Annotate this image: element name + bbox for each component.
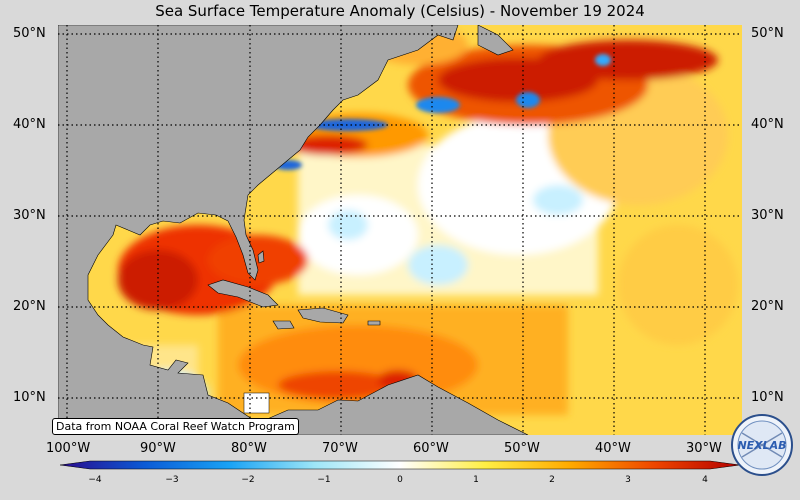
- lon-label-50w: 50°W: [504, 441, 540, 456]
- colorbar-tick-0: 0: [397, 475, 403, 484]
- lon-label-70w: 70°W: [322, 441, 358, 456]
- lon-label-80w: 80°W: [231, 441, 267, 456]
- lon-label-60w: 60°W: [413, 441, 449, 456]
- colorbar-tick-neg3: −3: [165, 475, 178, 484]
- colorbar-tick-neg4: −4: [88, 475, 102, 484]
- colorbar-tick-3: 3: [625, 475, 631, 484]
- lat-label-40n: 40°N: [13, 117, 46, 132]
- lat-label-right-30n: 30°N: [751, 208, 784, 223]
- logo-text: NEXLAB: [737, 439, 786, 452]
- lon-label-30w: 30°W: [686, 441, 722, 456]
- colorbar-tick-2: 2: [549, 475, 555, 484]
- lat-label-right-50n: 50°N: [751, 26, 784, 41]
- colorbar-tick-4: 4: [702, 475, 708, 484]
- lon-label-90w: 90°W: [140, 441, 176, 456]
- colorbar-tick-1: 1: [473, 475, 479, 484]
- lon-label-40w: 40°W: [595, 441, 631, 456]
- colorbar-tick-neg1: −1: [317, 475, 330, 484]
- lat-label-right-20n: 20°N: [751, 299, 784, 314]
- data-credit-label: Data from NOAA Coral Reef Watch Program: [52, 418, 299, 435]
- lat-label-30n: 30°N: [13, 208, 46, 223]
- colorbar-tick-neg2: −2: [241, 475, 254, 484]
- colorbar: −4 −3 −2 −1 0 1 2 3 4: [60, 460, 740, 484]
- lat-label-10n: 10°N: [13, 390, 46, 405]
- colorbar-ticks: −4 −3 −2 −1 0 1 2 3 4: [88, 475, 708, 484]
- lat-label-right-10n: 10°N: [751, 390, 784, 405]
- sst-anomaly-map: [58, 25, 742, 435]
- map-title: Sea Surface Temperature Anomaly (Celsius…: [155, 2, 645, 20]
- lat-label-50n: 50°N: [13, 26, 46, 41]
- lon-label-100w: 100°W: [46, 441, 91, 456]
- lat-label-20n: 20°N: [13, 299, 46, 314]
- lat-label-right-40n: 40°N: [751, 117, 784, 132]
- colorbar-gradient: [60, 460, 740, 470]
- nexlab-logo: NEXLAB: [731, 414, 793, 476]
